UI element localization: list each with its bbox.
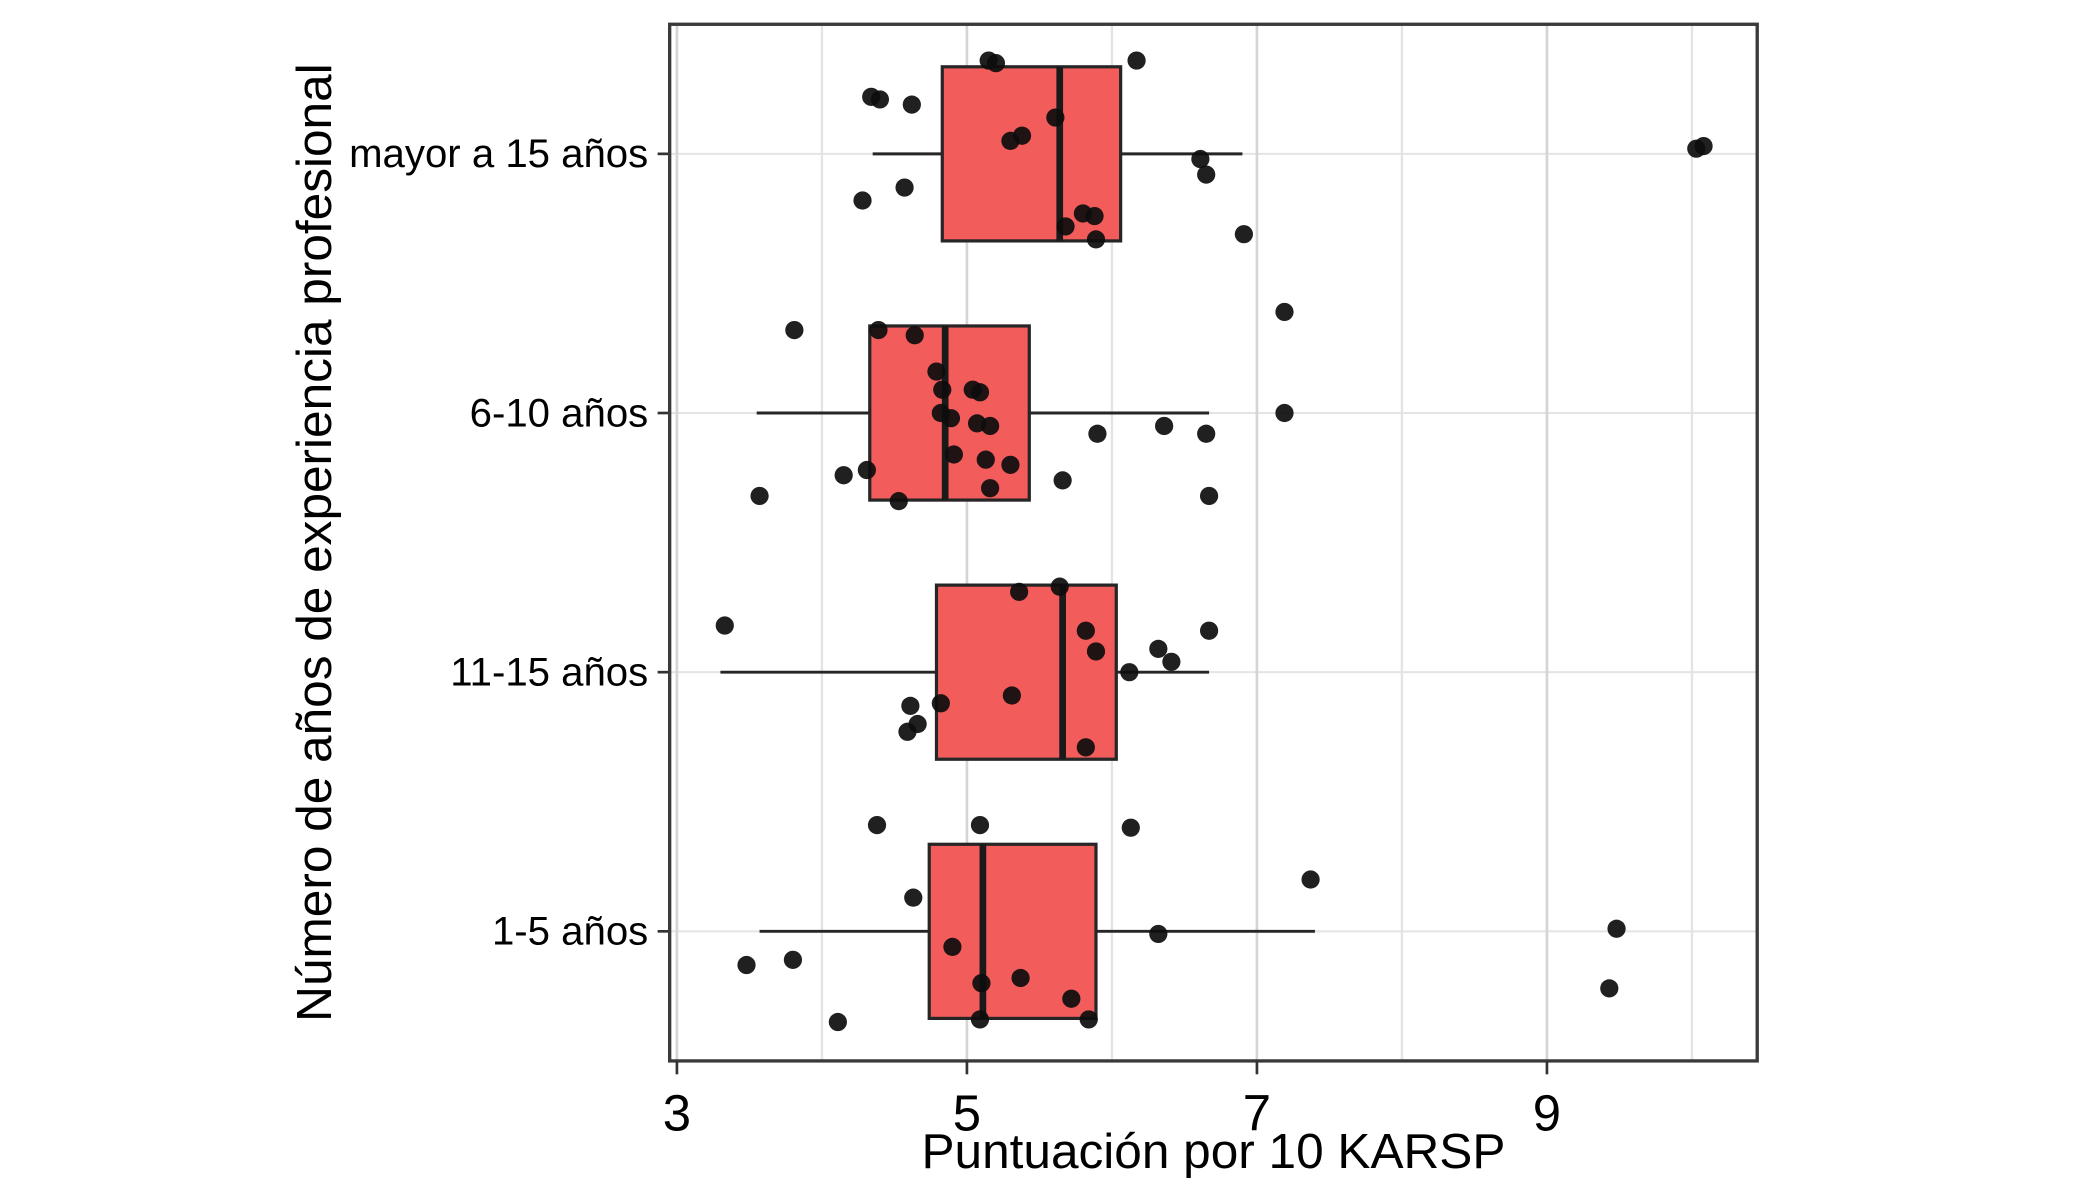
jitter-point [941, 409, 961, 428]
jitter-point [986, 54, 1006, 73]
y-axis-title: Número de años de experiencia profesiona… [286, 63, 342, 1022]
jitter-point [1085, 206, 1104, 226]
x-tick-label: 9 [1533, 1085, 1561, 1142]
panel-background [669, 24, 1758, 1061]
jitter-point [895, 178, 914, 197]
jitter-point [1694, 136, 1713, 156]
jitter-point [737, 955, 756, 975]
jitter-point [1149, 639, 1168, 658]
jitter-point [1001, 455, 1020, 474]
jitter-point [1600, 979, 1619, 998]
jitter-point [1050, 577, 1069, 596]
jitter-point [901, 696, 920, 715]
jitter-point [1275, 403, 1294, 423]
jitter-point [1076, 621, 1095, 640]
jitter-point [933, 380, 952, 399]
jitter-point [853, 191, 872, 210]
jitter-point [889, 492, 908, 511]
jitter-point [1120, 663, 1139, 682]
jitter-point [1191, 149, 1210, 169]
jitter-point [976, 450, 995, 469]
jitter-point [870, 90, 890, 109]
y-tick-label: 1-5 años [492, 909, 648, 954]
jitter-point [1062, 989, 1081, 1008]
jitter-point [834, 466, 853, 485]
y-tick-label: 6-10 años [470, 390, 649, 435]
jitter-point [1275, 302, 1294, 322]
jitter-point [972, 974, 991, 993]
jitter-point [715, 616, 734, 635]
jitter-point [970, 1010, 990, 1029]
x-axis-title: Puntuación por 10 KARSP [921, 1123, 1505, 1179]
jitter-point [1607, 919, 1626, 938]
jitter-point [970, 383, 990, 402]
box-iqr [934, 583, 1118, 761]
jitter-point [904, 888, 923, 907]
jitter-point [783, 950, 803, 969]
jitter-point [1301, 870, 1320, 889]
box-iqr [927, 842, 1098, 1021]
jitter-point [1001, 131, 1020, 151]
jitter-point [1076, 738, 1095, 757]
jitter-point [867, 815, 887, 835]
jitter-point [1086, 230, 1106, 249]
jitter-point [927, 362, 946, 381]
jitter-point [857, 460, 876, 480]
jitter-point [785, 320, 804, 340]
x-tick-label: 3 [663, 1085, 691, 1142]
jitter-point [902, 95, 921, 114]
jitter-point [1197, 424, 1216, 443]
jitter-point [828, 1012, 847, 1032]
jitter-point [1121, 818, 1140, 837]
jitter-point [750, 486, 769, 506]
y-tick-label: 11-15 años [450, 650, 648, 695]
jitter-point [1234, 225, 1253, 244]
jitter-point [1079, 1010, 1098, 1029]
jitter-point [970, 815, 990, 835]
jitter-point [1002, 686, 1021, 705]
jitter-point [905, 326, 924, 345]
jitter-point [1010, 582, 1029, 601]
jitter-point [869, 320, 888, 340]
jitter-point [1197, 165, 1216, 184]
jitter-point [1127, 51, 1146, 70]
jitter-point [931, 694, 950, 713]
x-tick-label: 5 [953, 1085, 981, 1142]
jitter-point [1149, 924, 1168, 944]
jitter-point [1199, 486, 1219, 506]
jitter-point [1086, 642, 1106, 661]
jitter-point [1011, 968, 1030, 988]
jitter-point [1199, 621, 1219, 640]
jitter-point [981, 479, 1000, 498]
jitter-point [944, 445, 963, 464]
jitter-point [1155, 416, 1174, 436]
jitter-point [898, 722, 917, 741]
jitter-point [1162, 652, 1181, 671]
jitter-point [1056, 217, 1075, 236]
jitter-point [1046, 108, 1065, 127]
jitter-point [1088, 424, 1107, 443]
jitter-point [1053, 471, 1072, 490]
jitter-point [981, 416, 1000, 436]
jitter-point [943, 937, 962, 956]
panel-border [667, 22, 1759, 1063]
y-tick-label: mayor a 15 años [349, 131, 648, 176]
x-tick-label: 7 [1243, 1085, 1271, 1142]
